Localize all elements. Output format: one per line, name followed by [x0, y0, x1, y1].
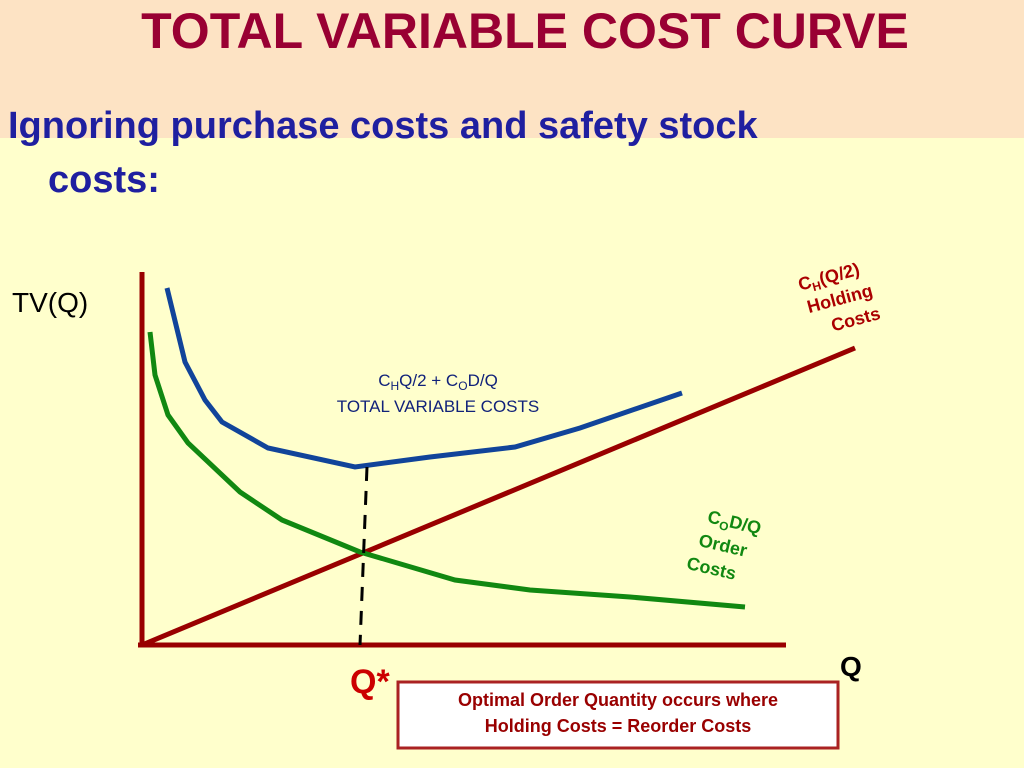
total-label: CHQ/2 + COD/Q TOTAL VARIABLE COSTS — [337, 371, 539, 416]
note-line: Holding Costs = Reorder Costs — [485, 716, 752, 736]
total-label-line: CHQ/2 + COD/Q — [378, 371, 498, 393]
optimum-label: Q* — [350, 663, 390, 701]
subscript: H — [390, 379, 399, 393]
note-box — [396, 680, 840, 750]
order-label: COD/Q Order Costs — [685, 507, 763, 584]
total-cost-curve — [164, 287, 683, 470]
note-line: Optimal Order Quantity occurs where — [458, 690, 778, 710]
optimum-line — [358, 466, 369, 646]
holding-cost-line — [141, 345, 856, 648]
order-label-line: COD/Q — [705, 507, 763, 542]
text: C — [796, 272, 814, 295]
subtitle-line: Ignoring purchase costs and safety stock — [8, 105, 759, 147]
subscript: O — [718, 518, 730, 534]
text: C — [706, 507, 723, 529]
subscript: H — [811, 278, 823, 294]
y-axis-label: TV(Q) — [12, 287, 88, 318]
total-label-line: TOTAL VARIABLE COSTS — [337, 397, 539, 416]
order-cost-curve — [147, 331, 746, 610]
title-band — [0, 0, 1024, 138]
subtitle-line: costs: — [48, 159, 160, 201]
text: Q/2 + C — [399, 371, 458, 390]
x-axis-label: Q — [840, 651, 862, 682]
text: C — [378, 371, 390, 390]
text: D/Q — [468, 371, 498, 390]
subscript: O — [458, 379, 467, 393]
title: TOTAL VARIABLE COST CURVE — [141, 3, 909, 59]
